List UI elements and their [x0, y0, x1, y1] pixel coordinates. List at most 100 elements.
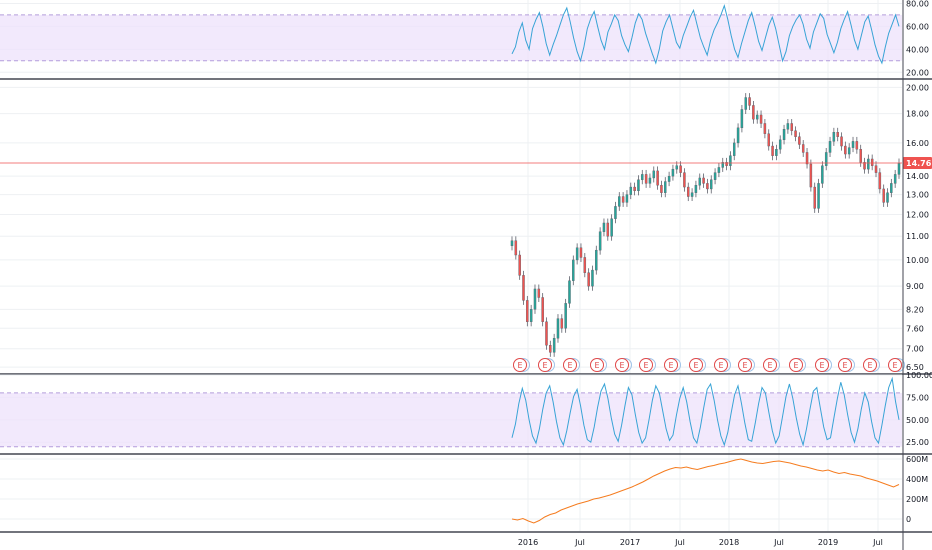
earnings-circle — [838, 358, 852, 372]
candle-body — [556, 318, 560, 339]
candle-body — [790, 123, 793, 131]
earnings-circle — [664, 358, 678, 372]
candle-body — [683, 172, 686, 188]
stoch-rsi-pane: 25.00 50.00 75.00 100.00 — [0, 371, 932, 455]
earnings-circle — [763, 358, 777, 372]
candle-body — [840, 136, 843, 147]
y-tick-label: 9.00 — [906, 282, 924, 291]
candle-body — [591, 269, 594, 287]
candle-body — [759, 114, 763, 124]
candle-body — [564, 303, 567, 329]
y-tick-label: 14.00 — [906, 172, 929, 181]
y-tick-label: 40.00 — [906, 45, 929, 54]
earnings-label: E — [620, 361, 625, 370]
candle-body — [690, 192, 694, 197]
candle-body — [595, 249, 598, 271]
y-tick-label: 20.00 — [906, 68, 929, 77]
earnings-label: E — [843, 361, 848, 370]
y-tick-label: 6.50 — [906, 363, 924, 372]
candle-body — [886, 192, 889, 203]
earnings-marker: E — [563, 358, 580, 372]
y-tick-label: 10.00 — [906, 256, 929, 265]
x-tick-label: Jul — [773, 538, 784, 547]
earnings-marker: E — [590, 358, 607, 372]
candle-body — [897, 162, 901, 175]
y-tick-label: 8.20 — [906, 305, 924, 314]
candle-body — [763, 123, 767, 134]
earnings-label: E — [595, 361, 600, 370]
earnings-circle — [714, 358, 728, 372]
candle-body — [805, 152, 809, 165]
earnings-marker: E — [664, 358, 681, 372]
y-tick-label: 80.00 — [906, 0, 929, 8]
y-tick-label: 400M — [906, 475, 928, 484]
candle-body — [606, 222, 610, 237]
y-tick-label: 75.00 — [906, 393, 929, 402]
candles — [510, 93, 901, 357]
x-tick-label: 2016 — [518, 538, 538, 547]
earnings-marker: E — [639, 358, 656, 372]
candle-body — [510, 240, 514, 247]
earnings-circle — [563, 358, 577, 372]
earnings-marker: E — [714, 358, 731, 372]
candle-body — [778, 139, 782, 150]
candle-body — [648, 177, 652, 184]
y-tick-label: 60.00 — [906, 22, 929, 31]
candle-body — [587, 272, 590, 287]
rsi-top-pane: 20.00 40.00 60.00 80.00 — [0, 0, 932, 80]
candle-body — [878, 172, 882, 190]
candle-body — [579, 247, 583, 258]
last-price-label: 14.76 — [906, 159, 932, 168]
candle-body — [725, 162, 728, 166]
earnings-marker: E — [815, 358, 832, 372]
earnings-marker: E — [538, 358, 555, 372]
candle-body — [664, 181, 667, 193]
candle-body — [748, 97, 751, 106]
earnings-circle — [689, 358, 703, 372]
candle-body — [656, 170, 659, 186]
y-tick-label: 100.00 — [906, 371, 932, 380]
earnings-marker: E — [863, 358, 880, 372]
y-tick-label: 25.00 — [906, 438, 929, 447]
candle-body — [882, 188, 885, 203]
candle-body — [813, 186, 816, 209]
candle-body — [870, 158, 874, 166]
earnings-label: E — [543, 361, 548, 370]
earnings-circle — [815, 358, 829, 372]
x-tick-label: Jul — [574, 538, 585, 547]
candle-body — [572, 259, 575, 281]
y-tick-label: 7.00 — [906, 345, 924, 354]
x-axis: 2016 Jul 2017 Jul 2018 Jul 2019 Jul — [518, 538, 883, 547]
candle-body — [836, 132, 839, 137]
candle-body — [832, 132, 836, 142]
y-tick-label: 16.00 — [906, 139, 929, 148]
earnings-circle — [513, 358, 527, 372]
candle-body — [893, 174, 897, 184]
candle-body — [740, 109, 744, 129]
stoch-rsi-line — [511, 376, 900, 447]
candle-body — [575, 247, 579, 261]
y-tick-label: 20.00 — [906, 83, 929, 92]
candle-body — [644, 174, 648, 184]
earnings-marker: E — [763, 358, 780, 372]
candle-body — [537, 288, 541, 298]
candle-body — [583, 257, 587, 273]
candle-body — [667, 175, 671, 182]
candle-body — [717, 167, 721, 173]
earnings-marker: E — [888, 358, 905, 372]
x-tick-label: Jul — [872, 538, 883, 547]
x-tick-label: Jul — [674, 538, 685, 547]
candle-body — [614, 206, 617, 219]
candle-body — [641, 174, 644, 180]
candle-body — [890, 183, 893, 193]
earnings-marker: E — [615, 358, 632, 372]
candle-body — [625, 194, 629, 203]
obv-pane: 0 200M 400M 600M — [0, 455, 932, 533]
candle-body — [821, 165, 824, 184]
y-tick-label: 18.00 — [906, 110, 929, 119]
earnings-label: E — [568, 361, 573, 370]
candle-body — [618, 196, 621, 207]
